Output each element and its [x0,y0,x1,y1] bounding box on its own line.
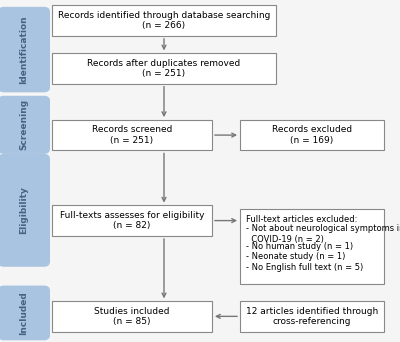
Text: - Neonate study (n = 1): - Neonate study (n = 1) [246,252,345,261]
Text: Full-text articles excluded:: Full-text articles excluded: [246,215,357,224]
Text: Screening: Screening [20,99,28,150]
FancyBboxPatch shape [0,7,50,92]
Text: Records identified through database searching
(n = 266): Records identified through database sear… [58,11,270,30]
Text: Records screened
(n = 251): Records screened (n = 251) [92,126,172,145]
FancyBboxPatch shape [52,5,276,36]
FancyBboxPatch shape [0,286,50,340]
Text: Included: Included [20,291,28,335]
Text: Studies included
(n = 85): Studies included (n = 85) [94,307,170,326]
Text: Records after duplicates removed
(n = 251): Records after duplicates removed (n = 25… [87,59,241,78]
Text: Records excluded
(n = 169): Records excluded (n = 169) [272,126,352,145]
Text: 12 articles identified through
cross-referencing: 12 articles identified through cross-ref… [246,307,378,326]
FancyBboxPatch shape [52,301,212,332]
FancyBboxPatch shape [240,209,384,284]
FancyBboxPatch shape [52,205,212,236]
Text: - Not about neurological symptoms in
  COVID-19 (n = 2): - Not about neurological symptoms in COV… [246,224,400,244]
Text: - No English full text (n = 5): - No English full text (n = 5) [246,263,363,272]
FancyBboxPatch shape [0,96,50,154]
FancyBboxPatch shape [240,120,384,150]
FancyBboxPatch shape [52,120,212,150]
FancyBboxPatch shape [0,154,50,267]
Text: Eligibility: Eligibility [20,186,28,234]
FancyBboxPatch shape [52,53,276,84]
Text: Full-texts assesses for eligibility
(n = 82): Full-texts assesses for eligibility (n =… [60,211,204,230]
Text: Identification: Identification [20,15,28,84]
FancyBboxPatch shape [240,301,384,332]
Text: - No human study (n = 1): - No human study (n = 1) [246,242,353,251]
